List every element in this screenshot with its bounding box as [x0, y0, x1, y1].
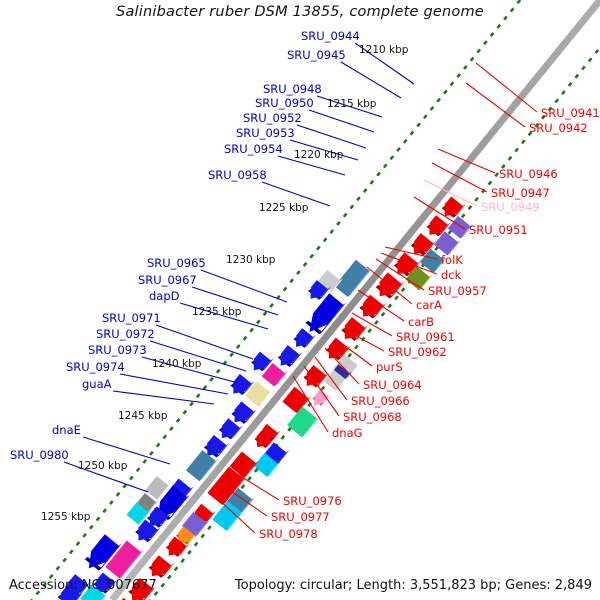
gene-label-sru_0968[interactable]: SRU_0968 — [343, 410, 402, 424]
axis-tick-label: 1215 kbp — [327, 98, 377, 110]
gene-label-sru_0945[interactable]: SRU_0945 — [287, 48, 346, 62]
gene-label-guaa[interactable]: guaA — [82, 377, 112, 391]
gene-label-sru_0977[interactable]: SRU_0977 — [271, 510, 330, 524]
gene-label-sru_0966[interactable]: SRU_0966 — [351, 394, 410, 408]
gene-label-sru_0950[interactable]: SRU_0950 — [255, 96, 314, 110]
gene-label-sru_0954[interactable]: SRU_0954 — [224, 142, 283, 156]
gene-label-sru_0971[interactable]: SRU_0971 — [102, 311, 161, 325]
gene-label-sru_0976[interactable]: SRU_0976 — [283, 494, 342, 508]
accession-status: Accession: NC_007677 — [9, 578, 157, 593]
axis-tick-label: 1220 kbp — [294, 149, 344, 161]
gene-label-dapd[interactable]: dapD — [149, 289, 180, 303]
gene-label-sru_0974[interactable]: SRU_0974 — [66, 360, 125, 374]
gene-label-sru_0958[interactable]: SRU_0958 — [208, 168, 267, 182]
gene-label-sru_0944[interactable]: SRU_0944 — [301, 29, 360, 43]
page-title: Salinibacter ruber DSM 13855, complete g… — [116, 4, 484, 20]
genome-backbone — [109, 0, 600, 600]
gene-feature-layer[interactable] — [37, 196, 474, 600]
gene-label-sru_0947[interactable]: SRU_0947 — [491, 186, 550, 200]
gene-label-sru_0965[interactable]: SRU_0965 — [147, 256, 206, 270]
axis-tick-label: 1255 kbp — [41, 511, 91, 523]
gene-label-sru_0978[interactable]: SRU_0978 — [259, 527, 318, 541]
gene-label-sru_0946[interactable]: SRU_0946 — [499, 167, 558, 181]
label-leader-lines — [63, 42, 538, 534]
gene-label-sru_0948[interactable]: SRU_0948 — [263, 82, 322, 96]
gene-label-carb[interactable]: carB — [408, 315, 434, 329]
gene-label-sru_0980[interactable]: SRU_0980 — [10, 448, 69, 462]
gene-label-sru_0961[interactable]: SRU_0961 — [396, 330, 455, 344]
axis-tick-label: 1240 kbp — [152, 358, 202, 370]
gene-label-folk[interactable]: folK — [441, 253, 463, 267]
gene-label-sru_0949[interactable]: SRU_0949 — [481, 200, 540, 214]
gene-label-sru_0952[interactable]: SRU_0952 — [243, 111, 302, 125]
genome-summary-status: Topology: circular; Length: 3,551,823 bp… — [234, 578, 592, 593]
axis-tick-label: 1250 kbp — [78, 460, 128, 472]
gene-label-sru_0953[interactable]: SRU_0953 — [236, 126, 295, 140]
gene-label-dck[interactable]: dck — [441, 268, 462, 282]
axis-tick-label: 1230 kbp — [226, 254, 276, 266]
gene-label-sru_0967[interactable]: SRU_0967 — [138, 273, 197, 287]
gene-label-sru_0951[interactable]: SRU_0951 — [469, 223, 528, 237]
gene-label-sru_0941[interactable]: SRU_0941 — [541, 106, 600, 120]
gene-label-sru_0942[interactable]: SRU_0942 — [529, 121, 588, 135]
axis-tick-label: 1245 kbp — [118, 410, 168, 422]
axis-tick-label: 1235 kbp — [192, 306, 242, 318]
gene-label-sru_0957[interactable]: SRU_0957 — [428, 284, 487, 298]
axis-tick-label: 1210 kbp — [359, 44, 409, 56]
axis-tick-label: 1225 kbp — [259, 202, 309, 214]
gene-label-purs[interactable]: purS — [376, 360, 403, 374]
gene-label-cara[interactable]: carA — [416, 298, 442, 312]
gene-label-sru_0972[interactable]: SRU_0972 — [96, 327, 155, 341]
gene-label-sru_0964[interactable]: SRU_0964 — [363, 378, 422, 392]
gene-label-dnag[interactable]: dnaG — [332, 426, 363, 440]
gene-label-sru_0962[interactable]: SRU_0962 — [388, 345, 447, 359]
gene-label-dnae[interactable]: dnaE — [52, 423, 81, 437]
gene-label-sru_0973[interactable]: SRU_0973 — [88, 343, 147, 357]
